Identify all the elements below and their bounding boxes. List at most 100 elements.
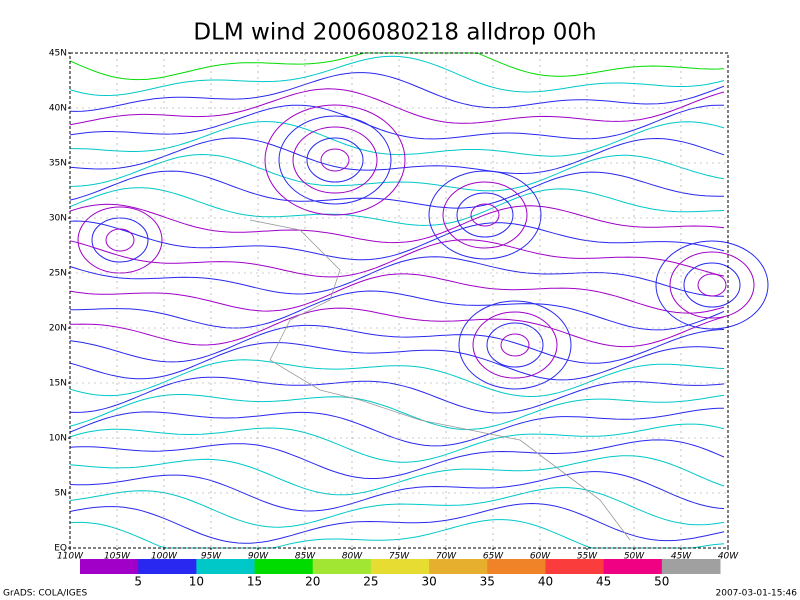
colorbar-swatch [370,559,430,574]
streamline [69,239,725,278]
lon-label: 105W [104,552,131,562]
colorbar-label: 50 [654,575,669,589]
lon-label: 65W [483,552,504,562]
eddy [472,311,558,379]
eddy [486,322,544,368]
eddy [77,206,163,274]
eddy [697,273,727,297]
streamline [69,455,725,496]
lat-label: 20N [49,324,67,334]
streamline [69,376,725,414]
streamline [69,137,725,175]
colorbar-label: 15 [247,575,262,589]
lat-label: EQ [54,544,67,554]
lat-label: 25N [49,269,67,279]
colorbar-swatch [545,559,605,574]
eddy [458,300,572,390]
streamline [69,170,724,209]
title: DLM wind 2006080218 alldrop 00h [193,20,596,46]
lon-label: 55W [577,552,598,562]
streamline [69,220,725,261]
eddy [442,181,528,249]
lon-label: 90W [248,552,269,562]
streamline [69,342,725,381]
streamline [69,439,725,479]
streamlines [69,52,769,549]
colorbar-swatch [138,559,197,574]
streamline [69,55,725,97]
eddy [278,115,392,205]
lon-label: 110W [57,552,84,562]
colorbar-label: 25 [363,575,378,589]
lat-label: 40N [49,104,67,114]
lon-label: 60W [530,552,551,562]
streamline [69,359,725,398]
lat-label: 10N [49,434,67,444]
streamline [69,273,725,314]
colorbar-swatch [80,559,139,574]
colorbar-label: 10 [189,575,204,589]
streamline [69,307,725,348]
colorbar-swatch [487,559,546,574]
eddy [264,104,406,216]
colorbar-swatch [312,559,372,574]
colorbar-label: 35 [480,575,495,589]
lat-label: 45N [49,49,67,59]
eddy [500,333,530,357]
eddy [306,137,364,183]
streamline [70,121,725,157]
colorbar-swatch [603,559,663,574]
eddy [683,262,741,308]
colorbar-label: 5 [134,575,142,589]
eddy [320,148,350,172]
lon-label: 40W [718,552,739,562]
lon-label: 80W [342,552,363,562]
colorbar-label: 30 [421,575,436,589]
eddy [456,192,514,238]
colorbar-label: 20 [305,575,320,589]
eddy [105,228,135,252]
lon-label: 95W [201,552,222,562]
colorbar-swatch [254,559,314,574]
lon-label: 75W [389,552,410,562]
colorbar-swatch [661,559,721,574]
streamline [69,502,725,544]
streamline [69,52,725,81]
lat-label: 30N [49,214,67,224]
lon-label: 100W [151,552,178,562]
eddy [470,203,500,227]
streamline [69,487,725,528]
streamline [69,203,725,244]
lon-label: 70W [436,552,457,562]
eddy [292,126,378,194]
eddy [669,251,755,319]
streamline [69,153,725,192]
colorbar-label: 40 [538,575,553,589]
colorbar-label: 45 [596,575,611,589]
coastline [249,219,631,541]
lat-label: 5N [55,489,67,499]
streamline [69,471,725,512]
streamline [69,423,725,463]
lat-label: 15N [49,379,67,389]
lat-label: 35N [49,159,67,169]
streamline [69,394,725,431]
eddy [428,170,542,260]
footer-right: 2007-03-01-15:46 [716,589,798,599]
streamline [69,519,725,549]
colorbar-swatch [429,559,488,574]
streamline [69,88,725,126]
lon-label: 45W [671,552,692,562]
streamline [70,290,725,331]
eddy [655,240,769,330]
footer-left: GrADS: COLA/IGES [3,589,87,599]
lon-label: 50W [624,552,645,562]
colorbar-swatch [196,559,256,574]
streamline [69,407,724,447]
streamline [69,324,725,364]
streamline [69,187,725,226]
streamline [69,72,725,112]
streamline [69,256,724,297]
lon-label: 85W [295,552,316,562]
